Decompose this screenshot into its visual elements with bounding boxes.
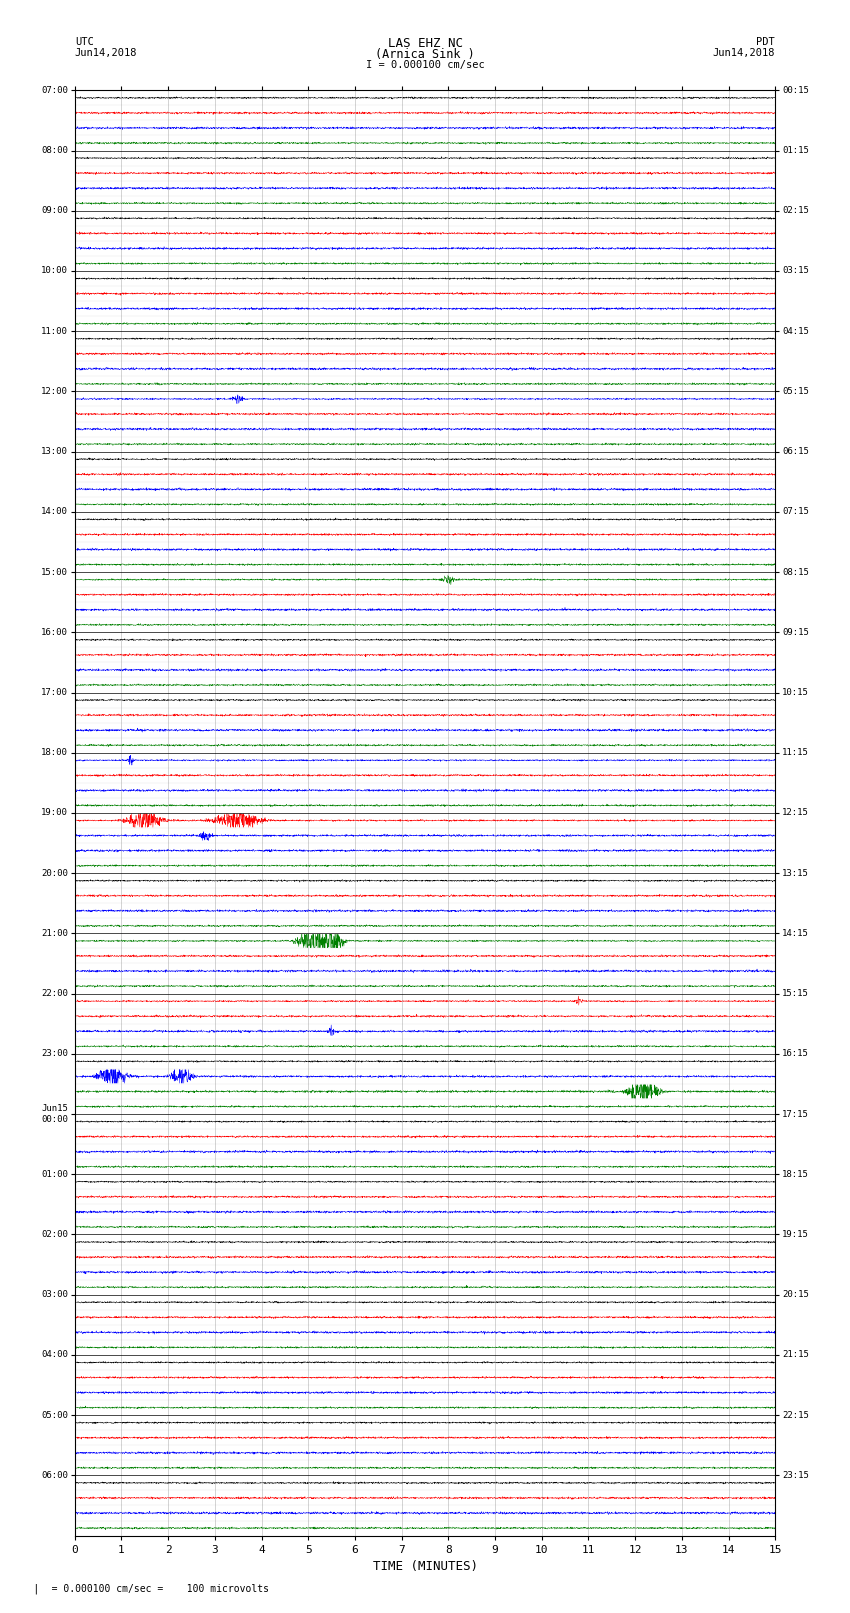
Text: PDT: PDT bbox=[756, 37, 775, 47]
Text: UTC: UTC bbox=[75, 37, 94, 47]
Text: = 0.000100 cm/sec =    100 microvolts: = 0.000100 cm/sec = 100 microvolts bbox=[34, 1584, 269, 1594]
Text: LAS EHZ NC: LAS EHZ NC bbox=[388, 37, 462, 50]
Text: Jun14,2018: Jun14,2018 bbox=[712, 48, 775, 58]
Text: (Arnica Sink ): (Arnica Sink ) bbox=[375, 48, 475, 61]
Text: I = 0.000100 cm/sec: I = 0.000100 cm/sec bbox=[366, 60, 484, 69]
Text: |: | bbox=[32, 1582, 39, 1594]
X-axis label: TIME (MINUTES): TIME (MINUTES) bbox=[372, 1560, 478, 1573]
Text: Jun14,2018: Jun14,2018 bbox=[75, 48, 138, 58]
